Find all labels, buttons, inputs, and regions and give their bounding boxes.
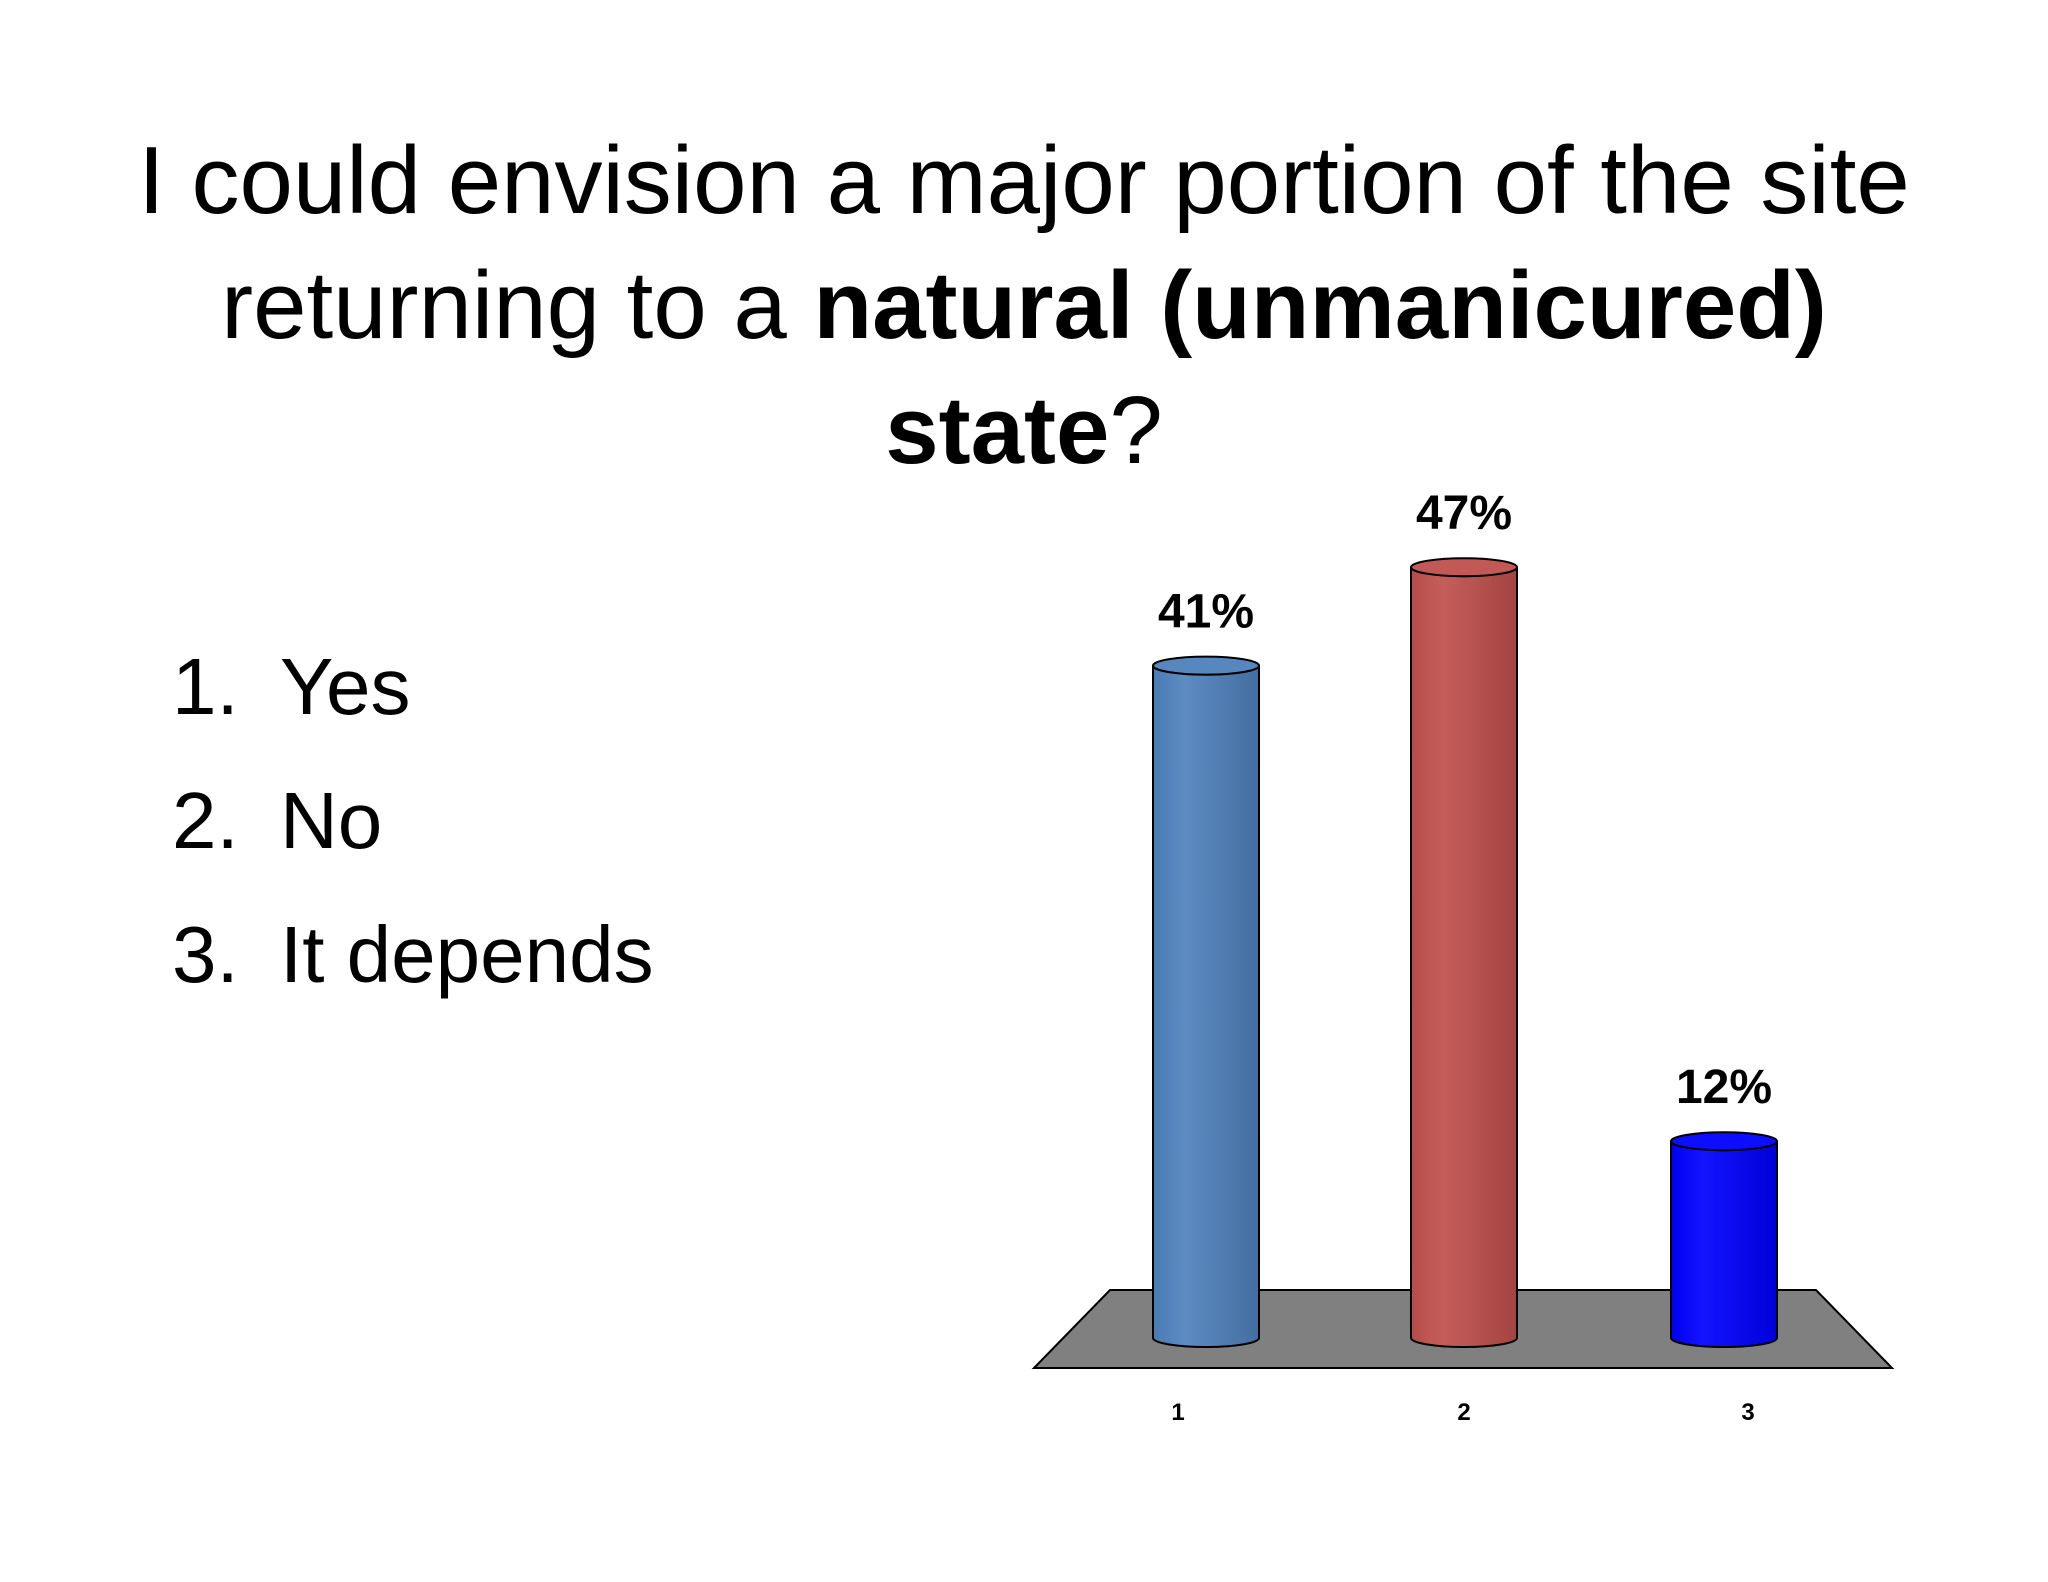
answer-options: 1. Yes 2. No 3. It depends bbox=[172, 620, 654, 1022]
title-emphasis: natural (unmanicured) state bbox=[813, 252, 1827, 484]
bar-cylinder-top bbox=[1410, 557, 1518, 578]
x-tick-label: 3 bbox=[1741, 1399, 1754, 1426]
chart-bar bbox=[1410, 557, 1518, 1348]
option-number: 1. bbox=[172, 642, 239, 731]
data-label: 47% bbox=[1416, 487, 1512, 540]
slide-title: I could envision a major portion of the … bbox=[100, 118, 1948, 493]
option-label: Yes bbox=[280, 642, 411, 731]
bar-cylinder-top bbox=[1152, 655, 1260, 676]
x-tick-label: 2 bbox=[1457, 1399, 1470, 1426]
bar-cylinder-top bbox=[1670, 1131, 1778, 1152]
option-item: 1. Yes bbox=[172, 620, 654, 754]
chart-bar bbox=[1670, 1131, 1778, 1348]
data-label: 12% bbox=[1676, 1061, 1772, 1114]
option-label: It depends bbox=[280, 910, 654, 999]
x-tick-label: 1 bbox=[1171, 1399, 1184, 1426]
option-item: 3. It depends bbox=[172, 888, 654, 1022]
option-item: 2. No bbox=[172, 754, 654, 888]
bar-cylinder-body bbox=[1152, 665, 1260, 1348]
bar-cylinder-body bbox=[1410, 566, 1518, 1348]
data-label: 41% bbox=[1158, 586, 1254, 639]
title-text: I could envision a major portion of the … bbox=[138, 127, 1910, 359]
chart-bar bbox=[1152, 655, 1260, 1348]
title-question-mark: ? bbox=[1109, 377, 1163, 484]
option-label: No bbox=[280, 776, 383, 865]
option-number: 2. bbox=[172, 776, 239, 865]
bar-cylinder-body bbox=[1670, 1140, 1778, 1348]
option-number: 3. bbox=[172, 910, 239, 999]
